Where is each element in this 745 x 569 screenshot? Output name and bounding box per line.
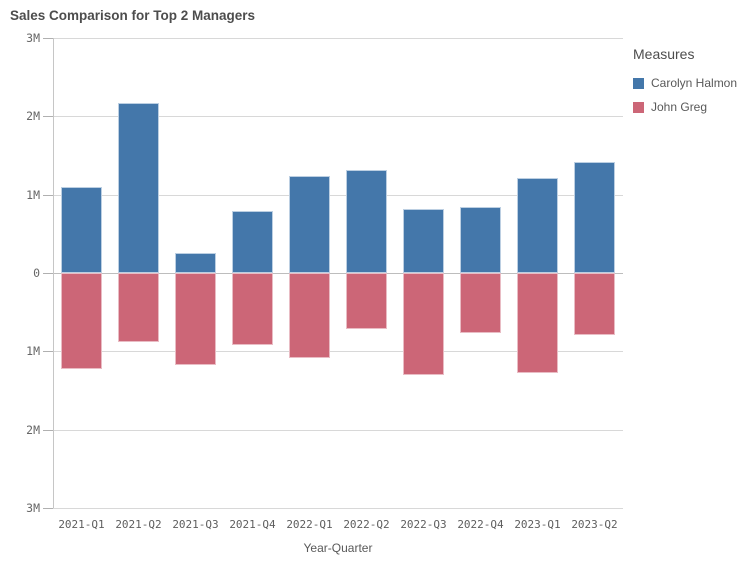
bar-carolyn-halmon-2022-Q1[interactable] — [289, 175, 330, 273]
bar-carolyn-halmon-2022-Q2[interactable] — [346, 169, 387, 273]
bar-john-greg-2021-Q4[interactable] — [232, 273, 273, 346]
y-tick-label: 3M — [26, 501, 40, 515]
legend-swatch-icon — [633, 77, 644, 89]
y-tick-mark — [43, 38, 53, 39]
gridline — [53, 508, 623, 509]
x-tick-label-2022-Q2: 2022-Q2 — [343, 518, 390, 531]
y-tick-label: 1M — [26, 344, 40, 359]
y-tick-mark — [43, 273, 53, 274]
bar-john-greg-2022-Q4[interactable] — [460, 273, 501, 333]
legend-item-label: Carolyn Halmon — [651, 76, 738, 90]
gridline — [53, 351, 623, 353]
gridline — [53, 116, 623, 118]
y-tick-label: 1M — [26, 187, 40, 202]
y-tick-mark — [43, 429, 53, 431]
x-tick-label-2021-Q4: 2021-Q4 — [229, 518, 276, 531]
zero-gridline — [53, 273, 623, 274]
bar-carolyn-halmon-2022-Q3[interactable] — [403, 208, 444, 273]
bar-carolyn-halmon-2021-Q2[interactable] — [118, 103, 159, 273]
y-tick-mark — [43, 194, 53, 196]
x-tick-label-2022-Q1: 2022-Q1 — [286, 518, 333, 531]
y-axis-line — [53, 38, 54, 508]
bar-carolyn-halmon-2021-Q1[interactable] — [61, 186, 102, 273]
bar-john-greg-2022-Q3[interactable] — [403, 273, 444, 375]
y-tick-mark — [43, 508, 53, 509]
y-tick-label: 2M — [26, 109, 40, 124]
legend: Measures Carolyn Halmon John Greg — [633, 46, 743, 124]
gridline — [53, 429, 623, 431]
legend-items: Carolyn Halmon John Greg — [633, 76, 743, 114]
legend-item-john-greg[interactable]: John Greg — [633, 100, 743, 114]
bar-john-greg-2023-Q2[interactable] — [574, 273, 615, 335]
gridline — [53, 194, 623, 196]
y-tick-label: 3M — [26, 31, 40, 45]
bar-john-greg-2021-Q1[interactable] — [61, 273, 102, 369]
chart-title: Sales Comparison for Top 2 Managers — [10, 8, 256, 23]
bar-carolyn-halmon-2023-Q1[interactable] — [517, 178, 558, 273]
x-axis-title: Year-Quarter — [303, 541, 373, 555]
legend-item-label: John Greg — [651, 100, 708, 114]
bar-carolyn-halmon-2021-Q3[interactable] — [175, 252, 216, 273]
x-tick-label-2021-Q1: 2021-Q1 — [58, 518, 105, 531]
bar-carolyn-halmon-2023-Q2[interactable] — [574, 161, 615, 273]
y-tick-label: 2M — [26, 422, 40, 437]
y-tick-mark — [43, 116, 53, 118]
x-tick-label-2022-Q4: 2022-Q4 — [457, 518, 504, 531]
x-tick-label-2023-Q1: 2023-Q1 — [514, 518, 561, 531]
x-tick-label-2021-Q3: 2021-Q3 — [172, 518, 219, 531]
y-tick-mark — [43, 351, 53, 353]
bar-john-greg-2022-Q1[interactable] — [289, 273, 330, 359]
x-tick-label-2022-Q3: 2022-Q3 — [400, 518, 447, 531]
bar-john-greg-2021-Q3[interactable] — [175, 273, 216, 365]
gridline — [53, 38, 623, 39]
bar-john-greg-2022-Q2[interactable] — [346, 273, 387, 330]
x-tick-label-2023-Q2: 2023-Q2 — [571, 518, 618, 531]
legend-swatch-icon — [633, 101, 644, 113]
legend-title: Measures — [633, 46, 695, 62]
legend-item-carolyn-halmon[interactable]: Carolyn Halmon — [633, 76, 743, 90]
bar-carolyn-halmon-2021-Q4[interactable] — [232, 211, 273, 273]
bar-john-greg-2021-Q2[interactable] — [118, 273, 159, 342]
bar-carolyn-halmon-2022-Q4[interactable] — [460, 207, 501, 273]
y-tick-label: 0 — [33, 266, 40, 280]
bar-john-greg-2023-Q1[interactable] — [517, 273, 558, 374]
x-tick-label-2021-Q2: 2021-Q2 — [115, 518, 162, 531]
